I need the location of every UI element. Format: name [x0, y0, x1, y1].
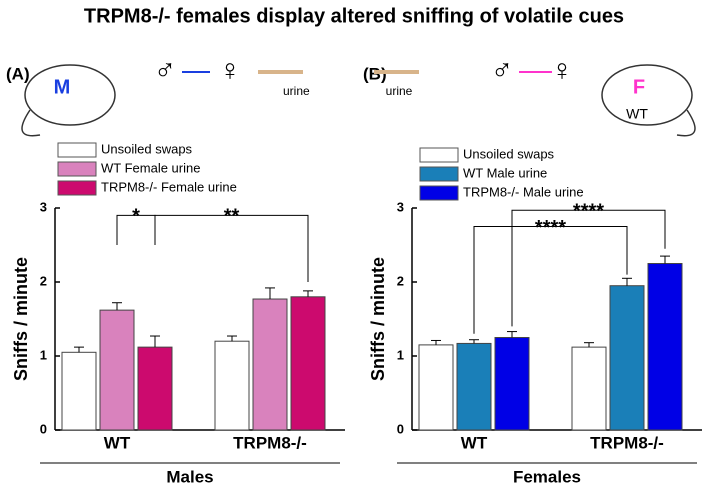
y-tick-label: 0	[397, 421, 404, 436]
legend-swatch	[419, 147, 459, 163]
sample-label: urine	[386, 84, 413, 98]
sig-bracket	[154, 214, 309, 282]
sig-bracket	[511, 209, 666, 327]
swab	[374, 70, 419, 74]
to-symbol: ♀	[219, 54, 242, 87]
y-tick-label: 3	[40, 199, 47, 214]
mouse-label: M	[54, 76, 71, 98]
bar	[494, 337, 530, 431]
mouse-tail	[676, 109, 696, 137]
legend-label: Unsoiled swaps	[463, 146, 555, 161]
bar	[137, 346, 173, 431]
y-tick-label: 2	[397, 273, 404, 288]
bar	[61, 351, 97, 431]
bar	[252, 298, 288, 431]
sig-label: ****	[535, 217, 566, 239]
bar	[609, 285, 645, 431]
sig-label: **	[224, 206, 240, 228]
y-tick-label: 1	[40, 347, 47, 362]
sample-label: urine	[283, 84, 310, 98]
bar	[456, 342, 492, 431]
panel-label: (A)	[6, 64, 30, 83]
y-tick-label: 3	[397, 199, 404, 214]
group-label: Females	[513, 467, 581, 486]
from-symbol: ♂	[154, 54, 177, 87]
legend-swatch	[57, 180, 97, 196]
legend-label: TRPM8-/- Male urine	[463, 184, 584, 199]
y-tick-label: 1	[397, 347, 404, 362]
sig-label: *	[132, 206, 140, 228]
from-symbol: ♂	[491, 54, 514, 87]
bar	[647, 263, 683, 431]
bar	[571, 346, 607, 431]
y-axis-label: Sniffs / minute	[11, 257, 31, 381]
bar	[214, 340, 250, 431]
legend-label: WT Male urine	[463, 165, 547, 180]
mouse-label: F	[633, 76, 645, 98]
x-tick-label: TRPM8-/-	[233, 433, 307, 452]
figure-title: TRPM8-/- females display altered sniffin…	[84, 5, 624, 27]
legend-label: WT Female urine	[101, 160, 200, 175]
legend-swatch	[57, 161, 97, 177]
mouse-sub: WT	[626, 106, 648, 122]
legend-swatch	[419, 185, 459, 201]
swab	[258, 70, 303, 74]
legend-label: TRPM8-/- Female urine	[101, 179, 237, 194]
y-tick-label: 2	[40, 273, 47, 288]
y-tick-label: 0	[40, 421, 47, 436]
sig-label: ****	[573, 201, 604, 223]
legend-label: Unsoiled swaps	[101, 141, 193, 156]
bar	[418, 344, 454, 431]
x-tick-label: WT	[104, 433, 131, 452]
legend-swatch	[419, 166, 459, 182]
bar	[99, 309, 135, 431]
x-tick-label: TRPM8-/-	[590, 433, 664, 452]
legend-swatch	[57, 142, 97, 158]
y-axis-label: Sniffs / minute	[368, 257, 388, 381]
x-tick-label: WT	[461, 433, 488, 452]
bar	[290, 296, 326, 431]
mouse-tail	[21, 109, 41, 137]
group-label: Males	[166, 467, 213, 486]
mouse-body	[24, 64, 116, 126]
mouse-body	[601, 64, 693, 126]
sig-bracket	[473, 226, 628, 334]
to-symbol: ♀	[551, 54, 574, 87]
